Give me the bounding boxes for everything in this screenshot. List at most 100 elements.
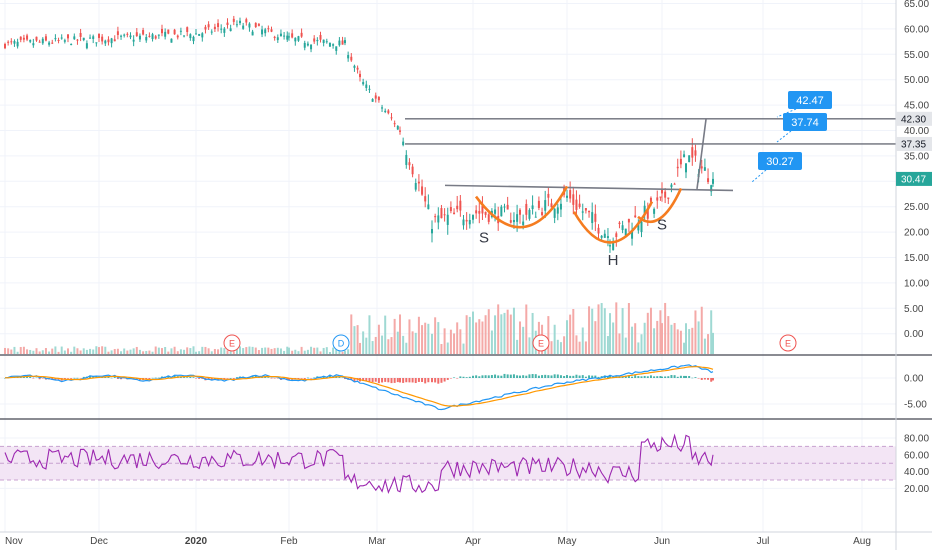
macd-histogram-bar [694, 377, 697, 378]
volume-bar [578, 341, 581, 354]
macd-histogram-bar [226, 378, 229, 379]
price-tick-label: 40.00 [904, 126, 929, 137]
candle-body [257, 23, 260, 26]
candle-body [381, 107, 384, 109]
volume-bar [600, 303, 603, 354]
macd-histogram-bar [443, 378, 446, 382]
volume-bar [365, 337, 368, 354]
volume-bar [273, 348, 276, 354]
drawings[interactable]: S H S 42.47 37.74 30.27 [405, 91, 896, 269]
candle-body [79, 32, 82, 37]
macd-histogram-bar [667, 376, 670, 378]
macd-histogram-bar [201, 378, 204, 379]
volume-bar [291, 350, 294, 354]
candle-body [440, 208, 443, 219]
neckline [444, 184, 734, 192]
volume-bar [494, 315, 497, 354]
volume-bar [279, 348, 282, 354]
earnings-marker[interactable]: E [779, 334, 797, 352]
volume-bar [19, 346, 22, 354]
candle-body [297, 36, 300, 41]
volume-bar [700, 306, 703, 354]
volume-bar [157, 347, 160, 354]
candle-body [270, 29, 273, 32]
volume-bar [151, 351, 154, 354]
volume-bar [462, 343, 465, 354]
volume-bar [478, 319, 481, 354]
macd-histogram-bar [643, 375, 646, 378]
volume-bar [207, 348, 210, 354]
volume-bar [649, 307, 652, 354]
candle-body [578, 203, 581, 207]
candle-body [417, 181, 420, 184]
candle-body [606, 236, 609, 238]
volume-bar [683, 342, 686, 354]
candle-body [183, 35, 186, 37]
volume-bar [688, 329, 691, 354]
volume-bar [500, 314, 503, 354]
earnings-marker[interactable]: E [223, 334, 241, 352]
price-axis[interactable]: 65.0060.0055.0050.0045.0040.0035.0030.00… [895, 0, 932, 550]
volume-bar [390, 337, 393, 354]
volume-bar [362, 331, 365, 354]
candle-body [640, 221, 643, 233]
macd-histogram-bar [528, 374, 531, 378]
macd-histogram-bar [148, 378, 151, 380]
volume-bar [167, 351, 170, 354]
macd-histogram-bar [267, 377, 270, 378]
candle-body [132, 39, 135, 42]
price-callout: 37.74 [776, 113, 827, 143]
marker-label: D [338, 339, 345, 349]
macd-histogram-bar [497, 375, 500, 378]
volume-bar [76, 348, 79, 354]
candle-body [427, 204, 430, 210]
time-axis[interactable]: Nov Dec 2020 Feb Mar Apr May Jun Jul Aug [0, 531, 932, 547]
candle-body [186, 27, 189, 32]
candle-body [393, 123, 396, 125]
macd-histogram-bar [183, 377, 186, 378]
candle-body [229, 28, 232, 32]
candle-body [276, 37, 279, 41]
volume-bar [434, 317, 437, 354]
dividend-marker[interactable]: D [332, 334, 350, 352]
target-projection-line [696, 119, 707, 190]
candle-body [670, 184, 673, 188]
volume-bar [101, 346, 104, 354]
volume-bar [310, 346, 313, 354]
macd-histogram-bar [700, 378, 703, 380]
volume-bar [609, 313, 611, 354]
candle-body [399, 130, 401, 132]
time-tick-label: Jul [757, 536, 770, 547]
macd-histogram-bar [462, 376, 465, 378]
candle-body [553, 208, 556, 218]
volume-bar [525, 304, 528, 354]
candle-body [368, 88, 371, 90]
volume-bar [381, 335, 384, 354]
candle-body [597, 227, 600, 234]
macd-histogram-bar [408, 378, 411, 383]
volume-bar [411, 331, 414, 354]
signal-line [5, 366, 714, 407]
macd-histogram-bar [353, 378, 356, 382]
candle-body [634, 215, 637, 218]
volume-bar [637, 342, 640, 354]
candle-body [138, 35, 141, 40]
candle-body [173, 29, 176, 35]
volume-bar [661, 323, 663, 354]
macd-histogram-bar [563, 376, 566, 378]
volume-bar [509, 314, 512, 354]
candle-body [306, 43, 309, 46]
candle-body [591, 212, 594, 224]
macd-histogram-bar [584, 376, 587, 378]
macd-histogram-bar [653, 376, 656, 378]
candle-body [89, 37, 92, 39]
candle-body [82, 37, 85, 41]
earnings-marker[interactable]: E [532, 334, 550, 352]
volume-bar [519, 321, 521, 354]
candle-body [142, 30, 145, 35]
pane-dividers[interactable] [0, 354, 932, 420]
macd-histogram-bar [402, 378, 405, 383]
price-tick-label: 25.00 [904, 202, 929, 213]
